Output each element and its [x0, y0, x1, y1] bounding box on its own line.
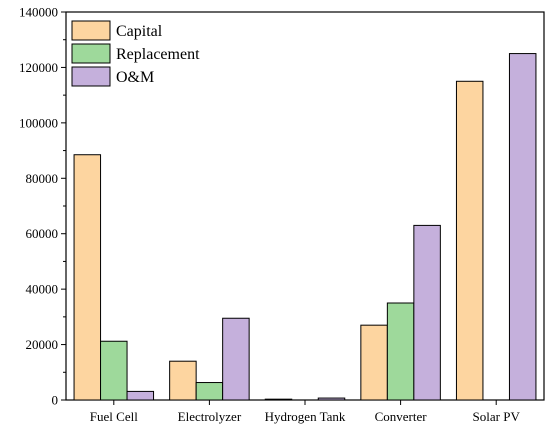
y-tick-label: 80000	[26, 171, 59, 186]
y-tick-label: 100000	[19, 115, 58, 130]
legend: Capital Replacement O&M	[71, 20, 200, 87]
y-tick-label: 60000	[26, 226, 59, 241]
bar-capital-converter	[360, 324, 388, 401]
y-tick-label: 120000	[19, 60, 58, 75]
legend-swatch	[71, 43, 111, 64]
bar-o-m-electrolyzer	[222, 317, 250, 401]
bar-capital-hydrogen-tank	[264, 398, 293, 401]
legend-label: Capital	[116, 23, 163, 40]
x-tick-label: Fuel Cell	[90, 409, 138, 424]
x-tick-label: Solar PV	[473, 409, 521, 424]
bar-replacement-electrolyzer	[195, 382, 224, 401]
x-axis: Fuel Cell Electrolyzer Hydrogen Tank Conver…	[90, 400, 521, 424]
legend-label: Replacement	[116, 46, 200, 63]
bar-o-m-solar-pv	[508, 53, 537, 401]
y-tick-label: 140000	[19, 5, 58, 20]
bar-capital-fuel-cell	[73, 154, 102, 401]
bar-o-m-fuel-cell	[126, 390, 155, 401]
x-tick-label: Hydrogen Tank	[265, 409, 346, 424]
bars	[73, 53, 537, 401]
bar-o-m-converter	[413, 224, 441, 401]
bar-capital-electrolyzer	[169, 360, 197, 401]
bar-replacement-converter	[386, 302, 415, 401]
y-tick-label: 0	[52, 393, 59, 408]
x-tick-label: Converter	[375, 409, 428, 424]
y-tick-label: 40000	[26, 282, 59, 297]
x-tick-label: Electrolyzer	[178, 409, 242, 424]
y-tick-label: 20000	[26, 337, 59, 352]
bar-o-m-hydrogen-tank	[317, 397, 346, 401]
legend-swatch	[71, 66, 111, 87]
bar-capital-solar-pv	[455, 80, 484, 401]
legend-label: O&M	[116, 69, 154, 86]
bar-replacement-fuel-cell	[100, 340, 128, 401]
legend-swatch	[71, 20, 111, 41]
